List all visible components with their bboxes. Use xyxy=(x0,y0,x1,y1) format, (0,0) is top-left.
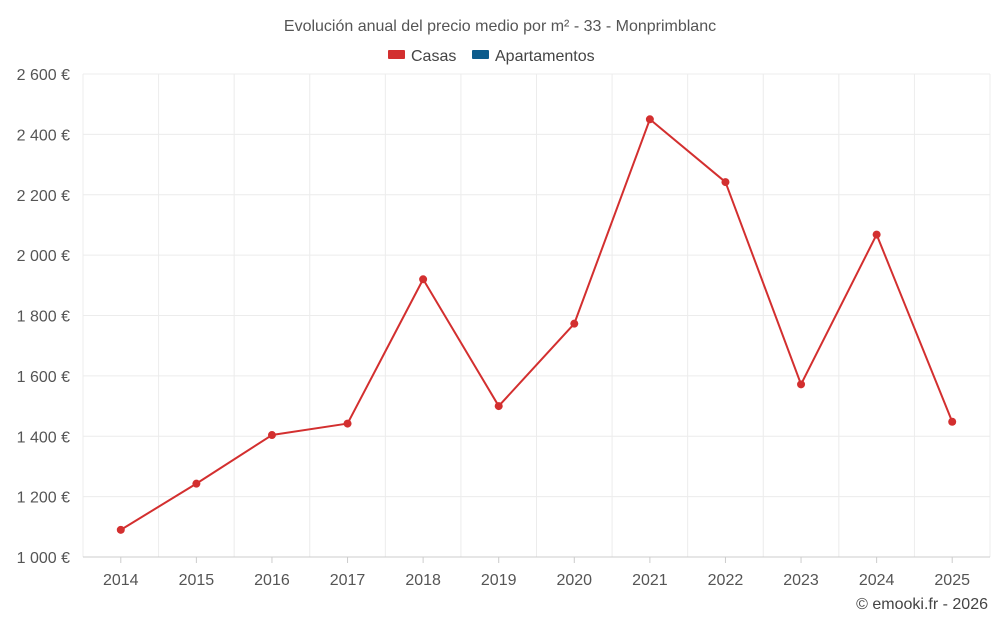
x-tick-label: 2017 xyxy=(330,572,366,589)
y-tick-label: 2 600 € xyxy=(17,67,70,84)
y-tick-label: 1 200 € xyxy=(17,490,70,507)
y-tick-label: 1 400 € xyxy=(17,429,70,446)
x-tick-label: 2016 xyxy=(254,572,290,589)
x-tick-label: 2024 xyxy=(859,572,895,589)
legend-item-casas[interactable]: Casas xyxy=(388,48,456,65)
y-axis: 1 000 € 1 200 € 1 400 € 1 600 € 1 800 € 2 000… xyxy=(17,67,70,567)
x-axis: 2014 2015 2016 2017 2018 2019 2020 2021 2022 2023… xyxy=(83,556,990,589)
x-tick-label: 2022 xyxy=(708,572,744,589)
legend-item-apartamentos[interactable]: Apartamentos xyxy=(472,48,595,65)
x-tick-label: 2014 xyxy=(103,572,139,589)
chart-title: Evolución anual del precio medio por m² … xyxy=(284,18,716,35)
x-tick-label: 2018 xyxy=(405,572,441,589)
y-tick-label: 1 800 € xyxy=(17,309,70,326)
legend[interactable]: Casas Apartamentos xyxy=(388,48,595,65)
data-point[interactable] xyxy=(267,431,276,440)
data-point[interactable] xyxy=(494,402,503,411)
y-tick-label: 2 200 € xyxy=(17,188,70,205)
data-point[interactable] xyxy=(721,178,730,187)
data-point[interactable] xyxy=(116,525,125,534)
grid xyxy=(82,73,991,558)
legend-label-apartamentos: Apartamentos xyxy=(495,48,595,65)
legend-swatch-casas xyxy=(388,50,405,59)
data-point[interactable] xyxy=(343,419,352,428)
y-tick-label: 2 000 € xyxy=(17,248,70,265)
legend-label-casas: Casas xyxy=(411,48,456,65)
data-point[interactable] xyxy=(570,319,579,328)
data-point[interactable] xyxy=(948,417,957,426)
series-line xyxy=(120,118,954,531)
y-tick-label: 1 000 € xyxy=(17,550,70,567)
x-tick-label: 2019 xyxy=(481,572,517,589)
data-point[interactable] xyxy=(797,380,806,389)
series-casas xyxy=(116,115,957,534)
legend-swatch-apartamentos xyxy=(472,50,489,59)
x-tick-label: 2023 xyxy=(783,572,819,589)
credit-text: © emooki.fr - 2026 xyxy=(856,596,988,613)
x-tick-label: 2020 xyxy=(556,572,592,589)
y-tick-label: 2 400 € xyxy=(17,127,70,144)
data-point[interactable] xyxy=(419,275,428,284)
y-tick-label: 1 600 € xyxy=(17,369,70,386)
x-tick-label: 2021 xyxy=(632,572,668,589)
series-layer xyxy=(116,115,957,534)
x-tick-label: 2025 xyxy=(934,572,970,589)
data-point[interactable] xyxy=(192,479,201,488)
x-tick-label: 2015 xyxy=(179,572,215,589)
data-point[interactable] xyxy=(645,115,654,124)
data-point[interactable] xyxy=(872,230,881,239)
